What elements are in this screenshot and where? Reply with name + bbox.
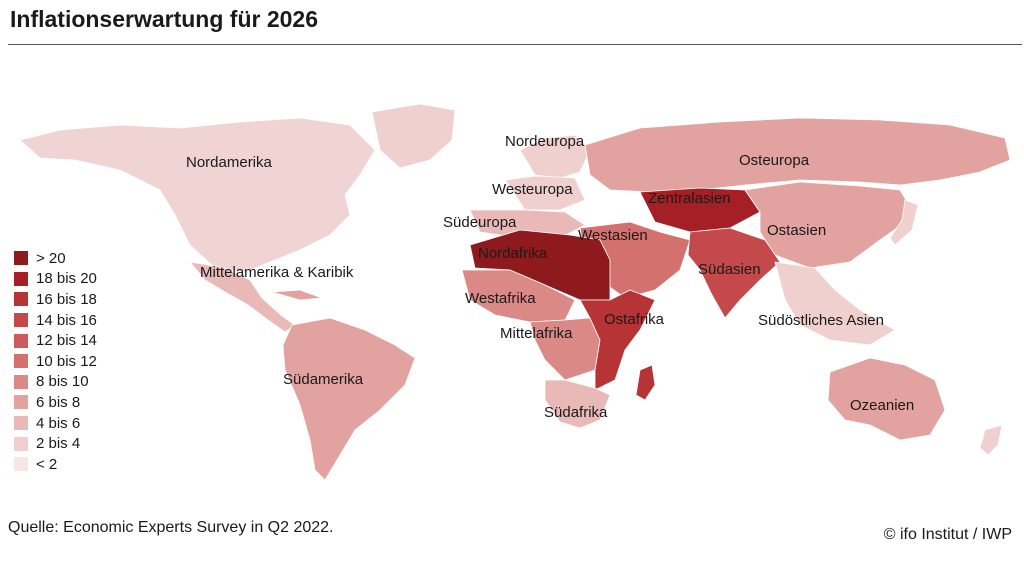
legend-item: 12 bis 14 <box>14 330 97 351</box>
copyright-credit: © ifo Institut / IWP <box>883 526 1012 543</box>
legend-item: 2 bis 4 <box>14 433 97 454</box>
legend-swatch <box>14 271 28 286</box>
legend-item: 8 bis 10 <box>14 372 97 393</box>
label-mittelamerika: Mittelamerika & Karibik <box>200 264 354 281</box>
legend-swatch <box>14 436 28 451</box>
label-nordafrika: Nordafrika <box>478 245 548 262</box>
legend-swatch <box>14 354 28 369</box>
southeast-asia-shape <box>774 261 896 346</box>
label-nordamerika: Nordamerika <box>186 154 273 171</box>
legend-swatch <box>14 292 28 307</box>
northern-europe-shape <box>519 134 591 179</box>
legend-label: 12 bis 14 <box>36 332 97 350</box>
legend-label: > 20 <box>36 249 66 267</box>
label-nordeuropa: Nordeuropa <box>505 133 585 150</box>
legend-swatch <box>14 333 28 348</box>
legend-swatch <box>14 313 28 328</box>
legend-swatch <box>14 457 28 472</box>
legend-swatch <box>14 416 28 431</box>
legend-label: 16 bis 18 <box>36 290 97 308</box>
central-asia-shape <box>639 187 761 233</box>
legend-item: 14 bis 16 <box>14 310 97 331</box>
legend-label: 10 bis 12 <box>36 352 97 370</box>
legend-label: 14 bis 16 <box>36 311 97 329</box>
label-ozeanien: Ozeanien <box>850 397 914 414</box>
label-mittelafrika: Mittelafrika <box>500 325 573 342</box>
greenland-shape <box>371 103 456 169</box>
legend-item: 18 bis 20 <box>14 269 97 290</box>
label-ostasien: Ostasien <box>767 222 826 239</box>
page-title: Inflationserwartung für 2026 <box>10 6 319 32</box>
label-ostafrika: Ostafrika <box>604 311 665 328</box>
south-asia-shape <box>687 227 781 319</box>
label-westasien: Westasien <box>578 227 648 244</box>
madagascar-shape <box>635 364 656 401</box>
east-asia-shape <box>744 181 916 269</box>
legend-swatch <box>14 251 28 266</box>
legend-item: < 2 <box>14 454 97 475</box>
source-note: Quelle: Economic Experts Survey in Q2 20… <box>8 519 334 536</box>
caribbean-shape <box>271 289 323 301</box>
legend-item: 10 bis 12 <box>14 351 97 372</box>
legend-item: 6 bis 8 <box>14 392 97 413</box>
new-zealand-shape <box>979 424 1003 456</box>
label-zentralasien: Zentralasien <box>648 190 731 207</box>
southern-africa-shape <box>544 379 611 429</box>
label-suedeuropa: Südeuropa <box>443 214 517 231</box>
north-america-shape <box>19 117 376 273</box>
label-suedasien: Südasien <box>698 261 761 278</box>
legend-label: 8 bis 10 <box>36 373 89 391</box>
southern-europe-shape <box>469 209 586 239</box>
legend-item: 16 bis 18 <box>14 289 97 310</box>
legend-label: 18 bis 20 <box>36 270 97 288</box>
south-america-shape <box>282 317 416 481</box>
legend-swatch <box>14 374 28 389</box>
east-africa-shape <box>579 289 656 391</box>
legend-label: 4 bis 6 <box>36 414 81 432</box>
label-suedamerika: Südamerika <box>283 371 364 388</box>
label-osteuropa: Osteuropa <box>739 152 810 169</box>
legend-swatch <box>14 395 28 410</box>
label-suedostasien: Südöstliches Asien <box>758 312 884 329</box>
label-westafrika: Westafrika <box>465 290 536 307</box>
title-divider <box>8 44 1022 45</box>
legend-item: > 20 <box>14 248 97 269</box>
legend-label: < 2 <box>36 455 58 473</box>
legend-item: 4 bis 6 <box>14 413 97 434</box>
japan-shape <box>889 199 919 246</box>
oceania-shape <box>827 357 946 441</box>
color-legend: > 20 18 bis 20 16 bis 18 14 bis 16 12 bis 14… <box>14 248 97 475</box>
legend-label: 2 bis 4 <box>36 435 81 453</box>
legend-label: 6 bis 8 <box>36 393 81 411</box>
label-westeuropa: Westeuropa <box>492 181 573 198</box>
label-suedafrika: Südafrika <box>544 404 608 421</box>
